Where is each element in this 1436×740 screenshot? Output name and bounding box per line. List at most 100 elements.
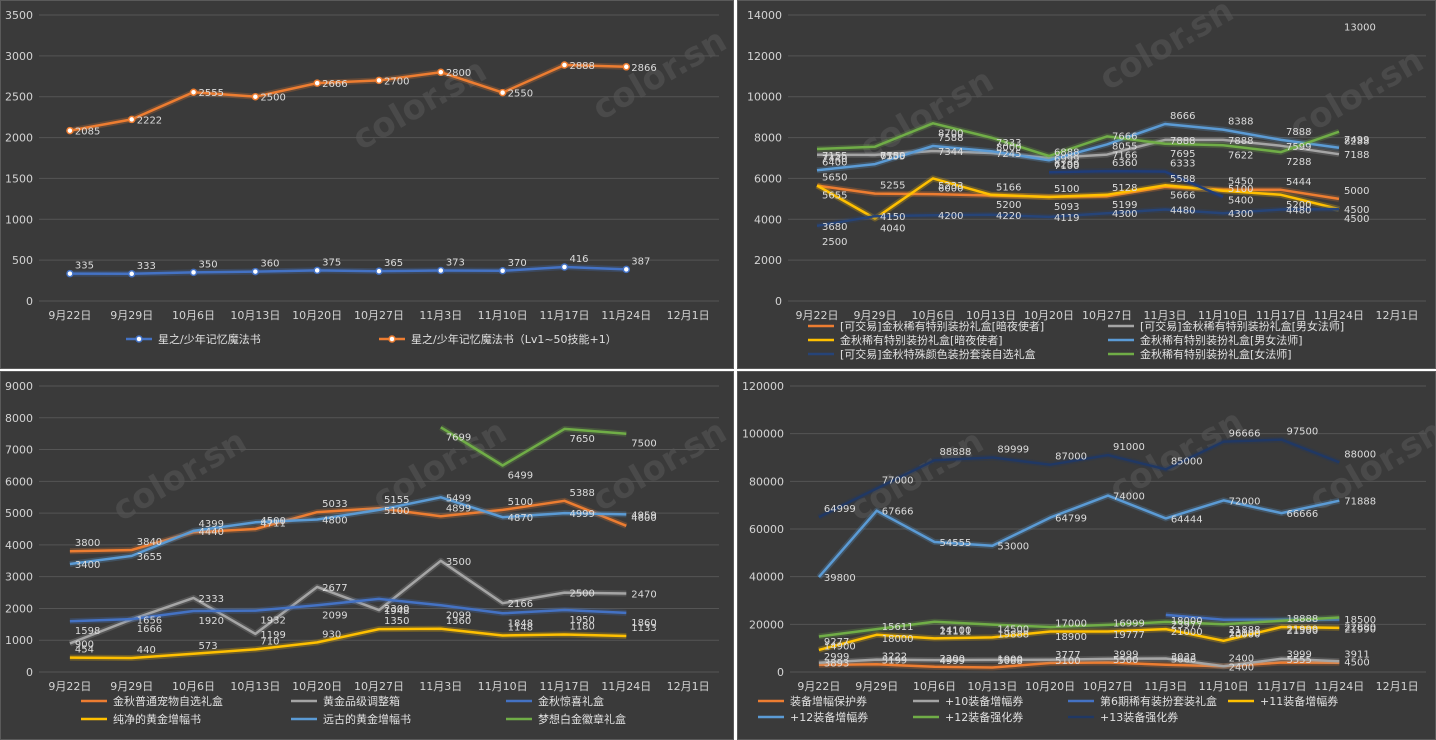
legend-item: 梦想白金徽章礼盒 <box>506 712 626 726</box>
data-label: 88888 <box>940 447 972 458</box>
data-label: 4500 <box>1344 214 1369 225</box>
legend-item: 星之/少年记忆魔法书 <box>126 332 261 346</box>
data-label: 3680 <box>822 222 847 233</box>
legend-item: [可交易]金秋特殊颜色装扮套装自选礼盒 <box>808 347 1036 361</box>
data-label: 18500 <box>1344 615 1376 626</box>
legend-item: +13装备强化券 <box>1068 710 1178 724</box>
watermark-text: color.sn <box>586 411 734 520</box>
chart-panel-magic-book: color.sn color.sn 0 500 1000 1500 2000 2500 3000… <box>0 0 734 369</box>
data-label: 8055 <box>1112 141 1137 152</box>
x-tick-label: 10月27日 <box>354 309 404 322</box>
y-tick-label: 6000 <box>5 475 33 488</box>
data-label: 4500 <box>1344 657 1369 668</box>
data-label: 21888 <box>1229 625 1261 636</box>
data-point <box>251 92 260 101</box>
data-label: 4600 <box>631 513 656 524</box>
legend-marker <box>388 335 396 343</box>
x-tick-label: 10月13日 <box>966 309 1016 322</box>
x-tick-label: 10月13日 <box>230 680 280 693</box>
data-label: 1360 <box>446 616 471 627</box>
x-tick-label: 12月1日 <box>1376 680 1419 693</box>
x-tick-label: 10月20日 <box>1024 309 1074 322</box>
series-line <box>816 138 1340 160</box>
y-tick-label: 14000 <box>747 9 782 22</box>
data-label: 13100 <box>1229 628 1261 639</box>
data-label: 4500 <box>1344 205 1369 216</box>
data-label: 7500 <box>631 439 656 450</box>
data-point <box>127 270 136 278</box>
data-label: 1860 <box>631 618 656 629</box>
y-tick-label: 4000 <box>5 539 33 552</box>
data-label: 97500 <box>1286 427 1318 438</box>
y-tick-label: 0 <box>26 295 33 308</box>
data-label: 5666 <box>1170 190 1195 201</box>
legend-label: +13装备强化券 <box>1100 710 1178 724</box>
data-label: 91000 <box>1113 442 1145 453</box>
series-line <box>816 177 1340 220</box>
legend-item: 黄金品级调整箱 <box>291 694 400 708</box>
data-label: 4500 <box>260 516 285 527</box>
x-tick-label: 10月27日 <box>354 680 404 693</box>
data-label: 2300 <box>384 604 409 615</box>
data-label: 9277 <box>824 637 849 648</box>
x-tick-label: 11月24日 <box>601 680 651 693</box>
data-label: 7888 <box>1228 136 1253 147</box>
legend-label: 黄金品级调整箱 <box>323 694 400 708</box>
data-label: 4150 <box>880 212 905 223</box>
data-label: 2470 <box>631 590 656 601</box>
x-tick-label: 9月29日 <box>110 309 153 322</box>
x-tick-label: 10月27日 <box>1082 309 1132 322</box>
y-tick-label: 60000 <box>749 523 784 536</box>
data-label: 454 <box>75 645 94 656</box>
x-tick-label: 9月29日 <box>854 309 897 322</box>
data-label: 5033 <box>322 499 347 510</box>
series-line <box>69 265 627 276</box>
legend-item: +10装备增幅券 <box>913 694 1023 708</box>
data-label: 66666 <box>1286 509 1318 520</box>
legend-label: +12装备强化券 <box>945 710 1023 724</box>
data-label: 4711 <box>260 518 285 529</box>
data-point <box>66 269 74 278</box>
series-line <box>818 625 1340 652</box>
data-label: 6700 <box>880 151 905 162</box>
data-label: 2888 <box>569 61 594 72</box>
data-label: 2677 <box>322 583 347 594</box>
data-label: 387 <box>631 256 650 267</box>
data-label: 7100 <box>1054 161 1079 172</box>
legend-label: 装备增幅保护券 <box>790 694 867 708</box>
y-tick-label: 4000 <box>754 213 782 226</box>
data-label: 19777 <box>1113 630 1145 641</box>
data-label: 2700 <box>384 76 409 87</box>
data-label: 2400 <box>1229 653 1254 664</box>
data-label: 7699 <box>446 432 471 443</box>
data-label: 7188 <box>1344 150 1369 161</box>
data-label: 3999 <box>1113 649 1138 660</box>
data-label: 4870 <box>508 513 533 524</box>
data-label: 7288 <box>1286 157 1311 168</box>
y-tick-label: 0 <box>26 666 33 679</box>
data-label: 3222 <box>882 651 907 662</box>
data-label: 15611 <box>882 622 914 633</box>
data-label: 1950 <box>569 615 594 626</box>
data-label: 2866 <box>631 63 656 74</box>
x-tick-label: 11月24日 <box>1314 309 1364 322</box>
x-tick-label: 11月3日 <box>419 680 462 693</box>
data-point <box>437 266 445 275</box>
data-label: 5588 <box>1170 174 1195 185</box>
data-label: 7650 <box>569 434 594 445</box>
data-label: 5100 <box>1055 656 1080 667</box>
legend-marker <box>135 335 143 343</box>
series-line <box>818 438 1340 519</box>
data-label: 1666 <box>137 624 162 635</box>
data-point <box>622 63 631 71</box>
data-point <box>313 79 321 87</box>
x-tick-label: 10月20日 <box>292 680 342 693</box>
data-point <box>498 88 507 97</box>
y-tick-label: 3500 <box>5 9 33 22</box>
data-point <box>560 61 569 69</box>
data-label: 6400 <box>822 157 847 168</box>
data-label: 2099 <box>446 610 471 621</box>
data-label: 5200 <box>996 200 1021 211</box>
y-tick-label: 1000 <box>5 634 33 647</box>
data-label: 4220 <box>996 211 1021 222</box>
